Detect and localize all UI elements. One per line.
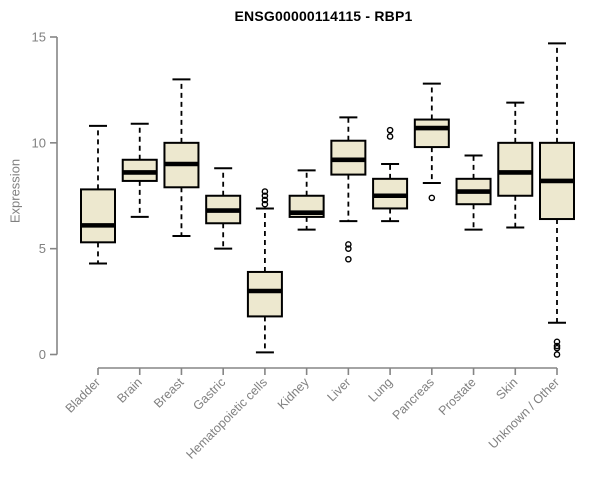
box-brain xyxy=(121,122,158,218)
box-kidney xyxy=(288,169,325,231)
y-tick-label: 10 xyxy=(32,135,46,150)
outlier-point xyxy=(261,200,269,208)
box-lung xyxy=(372,126,409,223)
x-tick-label: Brain xyxy=(114,375,145,406)
y-tick-label: 15 xyxy=(32,30,46,45)
outlier-point xyxy=(553,342,561,350)
x-tick-label: Prostate xyxy=(436,375,479,418)
x-tick-label: Liver xyxy=(324,375,353,404)
x-tick-label: Kidney xyxy=(275,375,312,412)
box-bladder xyxy=(80,124,116,265)
x-tick-label: Skin xyxy=(493,375,520,402)
outlier-point xyxy=(553,338,561,346)
box-liver xyxy=(330,116,367,263)
outlier-point xyxy=(386,126,394,134)
box-hematopoietic-cells xyxy=(246,188,283,354)
y-axis: 0 5 10 15 xyxy=(32,30,58,362)
outlier-point xyxy=(261,188,269,195)
box-unknown-other xyxy=(539,42,575,358)
box-skin xyxy=(497,101,534,229)
outlier-point xyxy=(428,194,436,202)
box-breast xyxy=(163,78,200,237)
x-tick-label: Pancreas xyxy=(390,375,437,422)
outlier-point xyxy=(553,351,561,358)
chart-title: ENSG00000114115 - RBP1 xyxy=(234,8,413,24)
outlier-point xyxy=(345,245,352,252)
outlier-point xyxy=(261,192,269,200)
x-tick-label: Unknown / Other xyxy=(486,375,562,451)
y-tick-label: 0 xyxy=(39,347,46,362)
outlier-point xyxy=(386,133,394,140)
x-tick-label: Bladder xyxy=(63,375,103,415)
outlier-point xyxy=(345,241,352,248)
y-tick-label: 5 xyxy=(39,241,46,256)
outlier-point xyxy=(261,196,269,204)
box-gastric xyxy=(205,167,242,250)
x-tick-label: Breast xyxy=(151,375,187,411)
box-prostate xyxy=(455,154,492,231)
outlier-point xyxy=(553,344,561,352)
x-tick-label: Gastric xyxy=(190,375,228,413)
outlier-point xyxy=(345,255,352,263)
x-tick-label: Hematopoietic cells xyxy=(183,375,270,462)
box-pancreas xyxy=(413,82,450,202)
x-tick-label: Lung xyxy=(366,375,396,405)
